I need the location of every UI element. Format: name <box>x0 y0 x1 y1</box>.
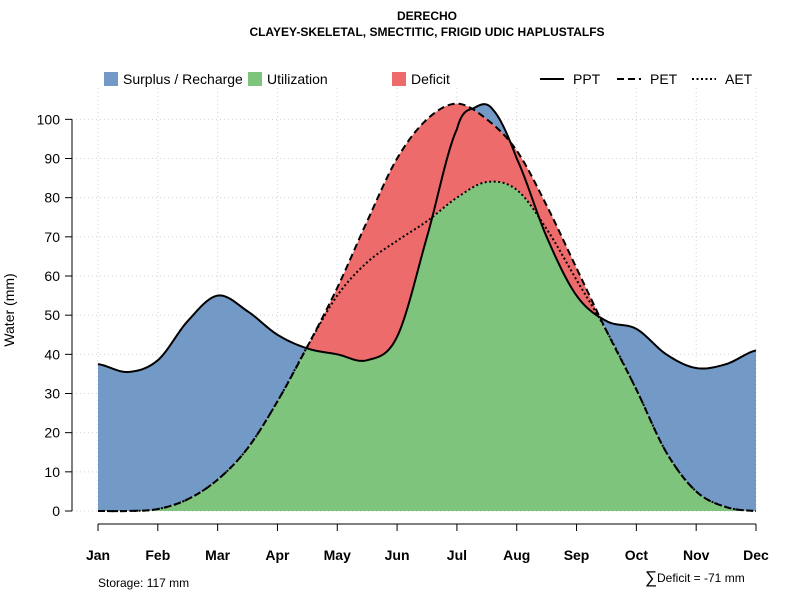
legend-entry: Surplus / Recharge <box>104 71 243 87</box>
x-tick-label: Nov <box>683 547 710 563</box>
x-tick-label: Jan <box>86 547 110 563</box>
x-tick-label: May <box>324 547 351 563</box>
axis-layer: 0 10 20 30 40 50 60 70 80 90 100 Jan Feb Mar Apr May Jun… <box>37 111 769 563</box>
legend: Surplus / Recharge Utilization Deficit PPT P… <box>104 71 753 87</box>
area-layer <box>98 103 756 512</box>
ppt-line <box>97 103 757 374</box>
pet-line <box>98 102 757 513</box>
y-tick-label: 10 <box>44 464 60 480</box>
storage-annotation: Storage: 117 mm <box>98 576 189 590</box>
y-tick-label: 40 <box>44 346 60 362</box>
legend-label: PET <box>650 71 678 87</box>
legend-entry: PPT <box>540 71 601 87</box>
legend-entry: AET <box>692 71 753 87</box>
legend-entry: Deficit <box>392 71 450 87</box>
y-tick-label: 50 <box>44 307 60 323</box>
legend-entry: PET <box>617 71 678 87</box>
y-tick-label: 100 <box>37 111 61 127</box>
chart-subtitle: CLAYEY-SKELETAL, SMECTITIC, FRIGID UDIC … <box>249 25 604 39</box>
x-tick-label: Feb <box>145 547 170 563</box>
y-tick-label: 70 <box>44 229 60 245</box>
x-tick-label: Oct <box>625 547 649 563</box>
y-tick-label: 90 <box>44 151 60 167</box>
y-tick-label: 30 <box>44 386 60 402</box>
x-tick-label: Sep <box>564 547 590 563</box>
x-tick-label: Aug <box>503 547 530 563</box>
legend-swatch <box>104 72 118 86</box>
x-tick-label: Apr <box>265 547 290 563</box>
y-tick-label: 60 <box>44 268 60 284</box>
y-tick-label: 20 <box>44 425 60 441</box>
x-tick-label: Mar <box>205 547 230 563</box>
legend-label: AET <box>725 71 753 87</box>
x-tick-label: Dec <box>743 547 769 563</box>
y-tick-label: 80 <box>44 190 60 206</box>
legend-label: Utilization <box>267 71 328 87</box>
utilization-area <box>98 181 756 512</box>
line-layer <box>97 102 757 513</box>
deficit-annotation: Deficit = -71 mm <box>657 571 745 585</box>
legend-entry: Utilization <box>248 71 328 87</box>
surplus-recharge-area <box>98 104 756 512</box>
x-tick-label: Jul <box>447 547 467 563</box>
legend-label: Surplus / Recharge <box>123 71 243 87</box>
legend-label: Deficit <box>411 71 450 87</box>
x-tick-label: Jun <box>385 547 410 563</box>
legend-swatch <box>392 72 406 86</box>
chart-title: DERECHO <box>397 9 457 23</box>
y-axis-label: Water (mm) <box>1 273 17 346</box>
deficit-area <box>98 103 756 512</box>
y-tick-label: 0 <box>52 503 60 519</box>
legend-swatch <box>248 72 262 86</box>
sum-symbol: ∑ <box>645 568 657 587</box>
legend-label: PPT <box>573 71 601 87</box>
